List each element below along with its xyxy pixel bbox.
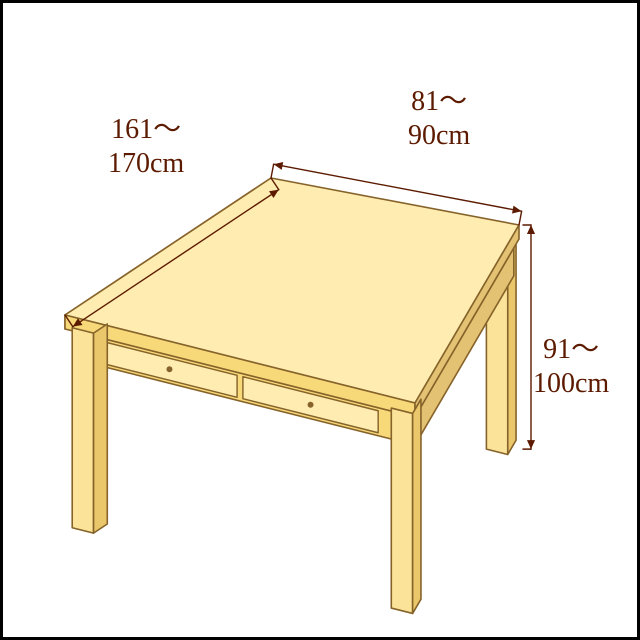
length-line2: 170cm — [108, 148, 184, 179]
width-line2: 90cm — [408, 120, 470, 151]
diagram-frame: 161〜 170cm 81〜 90cm 91〜 100cm — [0, 0, 640, 640]
table-diagram-svg — [3, 3, 637, 637]
width-line1: 81〜 — [411, 86, 467, 117]
leg-front-left — [72, 324, 107, 533]
drawer-left-knob — [166, 366, 172, 372]
height-line1: 91〜 — [543, 334, 599, 365]
height-dimension-label: 91〜 100cm — [533, 333, 609, 400]
length-dimension-label: 161〜 170cm — [108, 113, 184, 180]
drawer-right-knob — [308, 402, 314, 408]
height-line2: 100cm — [533, 368, 609, 399]
width-dimension-label: 81〜 90cm — [408, 85, 470, 152]
length-line1: 161〜 — [111, 114, 181, 145]
leg-front-right — [391, 399, 421, 613]
